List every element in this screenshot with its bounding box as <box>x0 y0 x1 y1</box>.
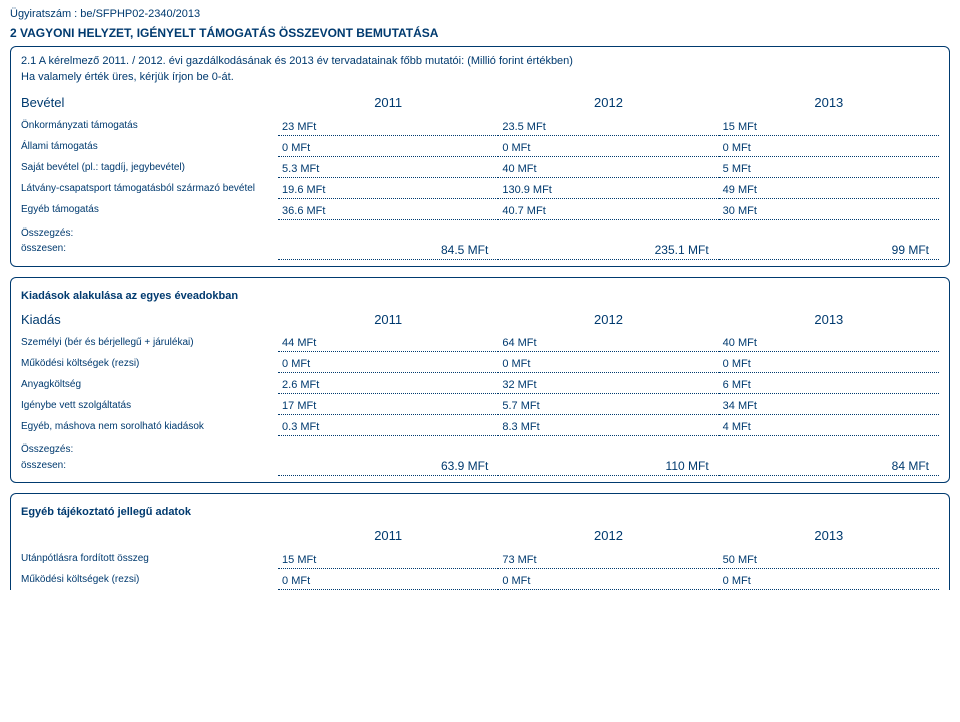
revenue-sum-2011: 84.5 MFt <box>278 239 498 260</box>
expenses-value[interactable]: 2.6 MFt <box>278 373 498 394</box>
revenue-label: Egyéb támogatás <box>21 198 278 219</box>
expenses-value[interactable]: 8.3 MFt <box>498 415 718 436</box>
other-table: 2011 2012 2013 Utánpótlásra fordított ös… <box>21 524 939 590</box>
revenue-value[interactable]: 15 MFt <box>719 114 939 135</box>
year-2012: 2012 <box>498 524 718 547</box>
revenue-row: Látvány-csapatsport támogatásból származ… <box>21 177 939 198</box>
revenue-value[interactable]: 130.9 MFt <box>498 177 718 198</box>
year-2011: 2011 <box>278 308 498 331</box>
revenue-value[interactable]: 36.6 MFt <box>278 198 498 219</box>
revenue-value[interactable]: 40 MFt <box>498 156 718 177</box>
revenue-value[interactable]: 0 MFt <box>498 135 718 156</box>
expenses-sum-2011: 63.9 MFt <box>278 455 498 476</box>
year-2012: 2012 <box>498 308 718 331</box>
revenue-value[interactable]: 30 MFt <box>719 198 939 219</box>
expenses-value[interactable]: 6 MFt <box>719 373 939 394</box>
other-value[interactable]: 73 MFt <box>498 547 718 568</box>
revenue-row: Állami támogatás0 MFt0 MFt0 MFt <box>21 135 939 156</box>
other-label: Utánpótlásra fordított összeg <box>21 547 278 568</box>
expenses-label: Anyagköltség <box>21 373 278 394</box>
expenses-label: Egyéb, máshova nem sorolható kiadások <box>21 415 278 436</box>
expenses-row: Igénybe vett szolgáltatás17 MFt5.7 MFt34… <box>21 394 939 415</box>
expenses-sum-label1: Összegzés: <box>21 440 939 455</box>
other-panel: Egyéb tájékoztató jellegű adatok 2011 20… <box>10 493 950 590</box>
expenses-row: Működési költségek (rezsi)0 MFt0 MFt0 MF… <box>21 352 939 373</box>
document-id: Ügyiratszám : be/SFPHP02-2340/2013 <box>10 8 950 20</box>
intro-note: Ha valamely érték üres, kérjük írjon be … <box>21 71 939 83</box>
expenses-row: Személyi (bér és bérjellegű + járulékai)… <box>21 331 939 352</box>
expenses-header-row: Kiadás 2011 2012 2013 <box>21 308 939 331</box>
revenue-value[interactable]: 0 MFt <box>278 135 498 156</box>
other-value[interactable]: 50 MFt <box>719 547 939 568</box>
revenue-row: Önkormányzati támogatás23 MFt23.5 MFt15 … <box>21 114 939 135</box>
revenue-label: Látvány-csapatsport támogatásból származ… <box>21 177 278 198</box>
revenue-table: Bevétel 2011 2012 2013 Önkormányzati tám… <box>21 91 939 220</box>
revenue-sum-label1: Összegzés: <box>21 224 939 239</box>
other-value[interactable]: 0 MFt <box>719 568 939 589</box>
revenue-row: Saját bevétel (pl.: tagdíj, jegybevétel)… <box>21 156 939 177</box>
expenses-label: Működési költségek (rezsi) <box>21 352 278 373</box>
other-label: Működési költségek (rezsi) <box>21 568 278 589</box>
year-2012: 2012 <box>498 91 718 114</box>
revenue-label: Saját bevétel (pl.: tagdíj, jegybevétel) <box>21 156 278 177</box>
main-title: 2 VAGYONI HELYZET, IGÉNYELT TÁMOGATÁS ÖS… <box>10 26 950 40</box>
expenses-header-label: Kiadás <box>21 308 278 331</box>
revenue-value[interactable]: 23 MFt <box>278 114 498 135</box>
expenses-value[interactable]: 34 MFt <box>719 394 939 415</box>
revenue-sum-2013: 99 MFt <box>719 239 939 260</box>
other-title: Egyéb tájékoztató jellegű adatok <box>21 506 939 518</box>
year-2013: 2013 <box>719 524 939 547</box>
expenses-label: Személyi (bér és bérjellegű + járulékai) <box>21 331 278 352</box>
revenue-value[interactable]: 19.6 MFt <box>278 177 498 198</box>
year-2013: 2013 <box>719 308 939 331</box>
expenses-value[interactable]: 17 MFt <box>278 394 498 415</box>
expenses-title: Kiadások alakulása az egyes éveadokban <box>21 290 939 302</box>
expenses-value[interactable]: 0 MFt <box>498 352 718 373</box>
revenue-row: Egyéb támogatás36.6 MFt40.7 MFt30 MFt <box>21 198 939 219</box>
expenses-sum-label2: összesen: <box>21 455 278 476</box>
expenses-value[interactable]: 0 MFt <box>278 352 498 373</box>
expenses-table: Kiadás 2011 2012 2013 Személyi (bér és b… <box>21 308 939 437</box>
expenses-value[interactable]: 0 MFt <box>719 352 939 373</box>
intro-line: 2.1 A kérelmező 2011. / 2012. évi gazdál… <box>21 55 939 67</box>
revenue-label: Önkormányzati támogatás <box>21 114 278 135</box>
expenses-value[interactable]: 4 MFt <box>719 415 939 436</box>
expenses-value[interactable]: 0.3 MFt <box>278 415 498 436</box>
revenue-value[interactable]: 49 MFt <box>719 177 939 198</box>
expenses-row: Egyéb, máshova nem sorolható kiadások0.3… <box>21 415 939 436</box>
expenses-row: Anyagköltség2.6 MFt32 MFt6 MFt <box>21 373 939 394</box>
revenue-panel: 2.1 A kérelmező 2011. / 2012. évi gazdál… <box>10 46 950 267</box>
revenue-sum-label2: összesen: <box>21 239 278 260</box>
revenue-value[interactable]: 5 MFt <box>719 156 939 177</box>
other-row: Működési költségek (rezsi)0 MFt0 MFt0 MF… <box>21 568 939 589</box>
revenue-header-label: Bevétel <box>21 91 278 114</box>
expenses-label: Igénybe vett szolgáltatás <box>21 394 278 415</box>
expenses-value[interactable]: 64 MFt <box>498 331 718 352</box>
year-2013: 2013 <box>719 91 939 114</box>
expenses-value[interactable]: 32 MFt <box>498 373 718 394</box>
expenses-value[interactable]: 40 MFt <box>719 331 939 352</box>
expenses-sum-table: összesen: 63.9 MFt 110 MFt 84 MFt <box>21 455 939 476</box>
revenue-sum-2012: 235.1 MFt <box>498 239 718 260</box>
revenue-value[interactable]: 5.3 MFt <box>278 156 498 177</box>
expenses-value[interactable]: 5.7 MFt <box>498 394 718 415</box>
year-2011: 2011 <box>278 524 498 547</box>
revenue-sum-table: összesen: 84.5 MFt 235.1 MFt 99 MFt <box>21 239 939 260</box>
revenue-value[interactable]: 40.7 MFt <box>498 198 718 219</box>
expenses-sum-2012: 110 MFt <box>498 455 718 476</box>
revenue-value[interactable]: 23.5 MFt <box>498 114 718 135</box>
other-row: Utánpótlásra fordított összeg15 MFt73 MF… <box>21 547 939 568</box>
revenue-header-row: Bevétel 2011 2012 2013 <box>21 91 939 114</box>
revenue-label: Állami támogatás <box>21 135 278 156</box>
other-value[interactable]: 0 MFt <box>278 568 498 589</box>
expenses-panel: Kiadások alakulása az egyes éveadokban K… <box>10 277 950 484</box>
expenses-sum-2013: 84 MFt <box>719 455 939 476</box>
revenue-value[interactable]: 0 MFt <box>719 135 939 156</box>
year-2011: 2011 <box>278 91 498 114</box>
other-header-row: 2011 2012 2013 <box>21 524 939 547</box>
other-value[interactable]: 15 MFt <box>278 547 498 568</box>
expenses-value[interactable]: 44 MFt <box>278 331 498 352</box>
other-value[interactable]: 0 MFt <box>498 568 718 589</box>
